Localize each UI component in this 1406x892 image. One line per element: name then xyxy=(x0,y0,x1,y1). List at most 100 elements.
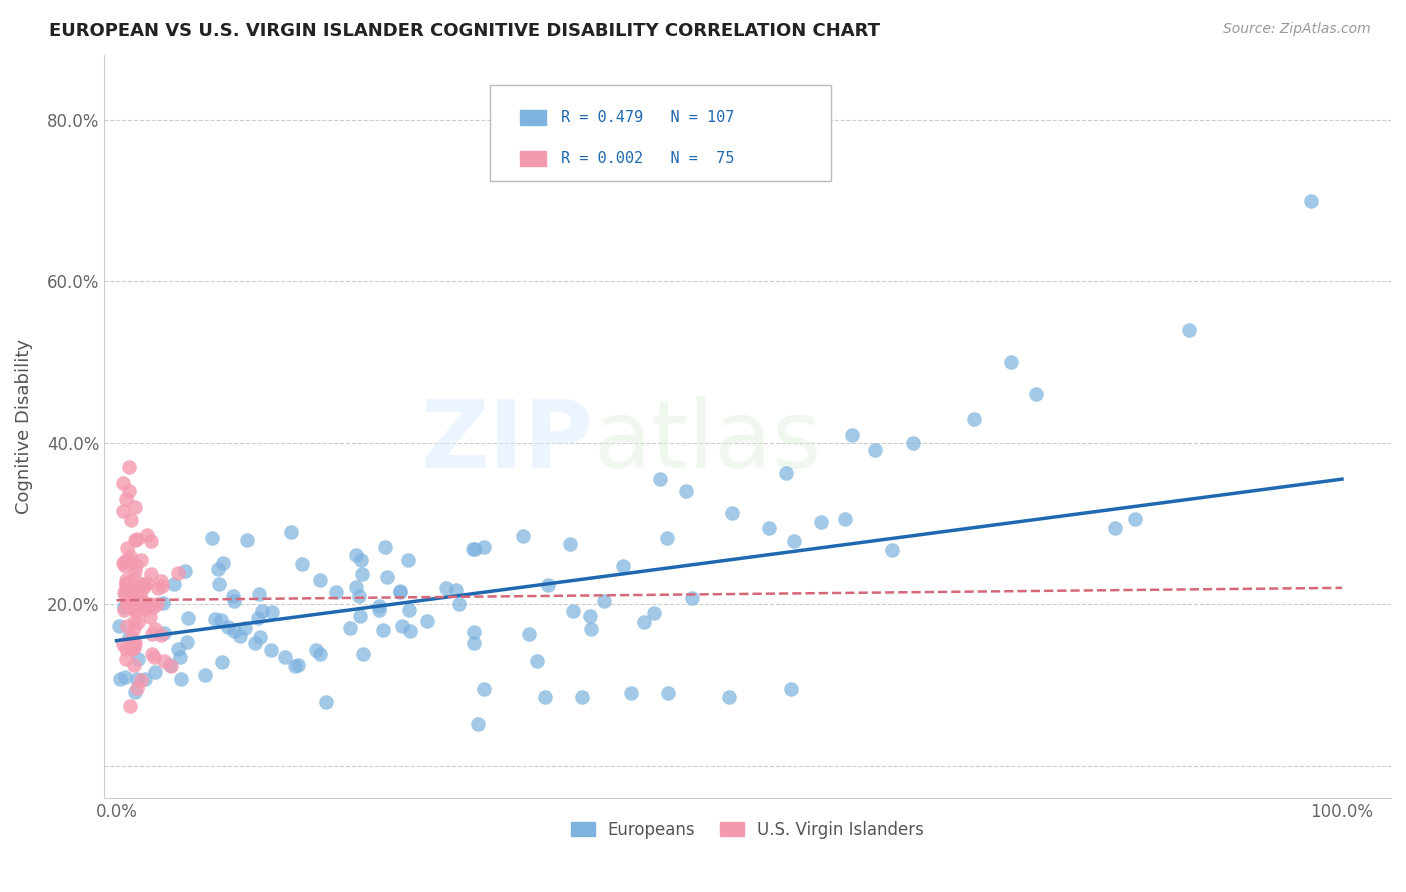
Point xyxy=(280,525,302,540)
Point xyxy=(207,562,229,576)
Point xyxy=(118,698,141,713)
Point xyxy=(222,589,245,603)
Point xyxy=(229,629,252,643)
Point xyxy=(112,557,135,571)
Point xyxy=(142,599,165,614)
Point xyxy=(211,655,233,669)
Point xyxy=(368,599,391,614)
Point xyxy=(657,686,679,700)
Point xyxy=(114,670,136,684)
Point xyxy=(139,597,162,611)
Point xyxy=(122,641,145,656)
Point xyxy=(1178,323,1201,337)
Point xyxy=(121,642,143,657)
Point xyxy=(114,559,136,574)
Point xyxy=(112,504,135,518)
Point xyxy=(243,636,266,650)
Point xyxy=(115,573,138,587)
Point xyxy=(367,603,389,617)
Point xyxy=(121,630,143,644)
Point xyxy=(681,591,703,606)
Point xyxy=(176,635,198,649)
Point xyxy=(375,570,398,584)
Point xyxy=(108,673,131,687)
Text: R = 0.002   N =  75: R = 0.002 N = 75 xyxy=(561,151,734,166)
Point xyxy=(131,592,153,607)
Point xyxy=(537,577,560,591)
Point xyxy=(115,641,138,656)
Point xyxy=(249,630,271,644)
Point xyxy=(204,612,226,626)
Point xyxy=(125,604,148,618)
Point xyxy=(115,598,138,612)
Point xyxy=(434,582,457,596)
Point xyxy=(246,610,269,624)
Point xyxy=(115,576,138,591)
Point xyxy=(650,472,672,486)
Point xyxy=(391,619,413,633)
Point xyxy=(115,541,138,555)
Point xyxy=(620,686,643,700)
Point xyxy=(112,584,135,599)
Point xyxy=(150,579,173,593)
Point xyxy=(396,552,419,566)
Point xyxy=(643,606,665,620)
Point xyxy=(349,609,371,624)
Point xyxy=(841,427,863,442)
Point xyxy=(139,566,162,581)
Point xyxy=(561,604,583,618)
Point xyxy=(117,583,139,598)
Point xyxy=(233,621,256,635)
Point xyxy=(963,411,986,425)
Point xyxy=(125,584,148,599)
Point xyxy=(287,657,309,672)
Point xyxy=(463,636,485,650)
Point xyxy=(309,573,332,587)
Point xyxy=(592,594,614,608)
Point xyxy=(135,576,157,591)
Point xyxy=(117,552,139,566)
FancyBboxPatch shape xyxy=(520,110,546,125)
Legend: Europeans, U.S. Virgin Islanders: Europeans, U.S. Virgin Islanders xyxy=(565,814,931,846)
Point xyxy=(134,602,156,616)
Point xyxy=(141,627,163,641)
Point xyxy=(125,681,148,695)
Point xyxy=(517,626,540,640)
Point xyxy=(135,598,157,612)
Point xyxy=(416,614,439,628)
Point xyxy=(131,596,153,610)
Point xyxy=(447,597,470,611)
Point xyxy=(118,588,141,602)
Point xyxy=(111,476,134,491)
Point xyxy=(718,690,741,705)
Point xyxy=(125,558,148,573)
Point xyxy=(901,435,924,450)
Point xyxy=(115,492,138,507)
Point xyxy=(127,651,149,665)
Point xyxy=(124,564,146,578)
Point xyxy=(347,589,370,603)
Point xyxy=(526,654,548,668)
Point xyxy=(132,577,155,591)
Point xyxy=(389,585,412,599)
Point xyxy=(122,578,145,592)
Point xyxy=(512,529,534,543)
Point xyxy=(136,528,159,542)
Point xyxy=(399,624,422,639)
Point xyxy=(581,623,603,637)
Point xyxy=(124,636,146,650)
Point xyxy=(339,621,361,635)
Point xyxy=(1000,355,1022,369)
Point xyxy=(152,654,174,668)
Point xyxy=(121,601,143,615)
Point xyxy=(463,541,485,556)
Point xyxy=(224,624,246,639)
Point xyxy=(209,613,232,627)
Point xyxy=(159,657,181,672)
Point xyxy=(159,659,181,673)
Point xyxy=(149,628,172,642)
Point xyxy=(388,583,411,598)
Text: Source: ZipAtlas.com: Source: ZipAtlas.com xyxy=(1223,22,1371,37)
Point xyxy=(352,647,374,661)
Point xyxy=(350,566,373,581)
